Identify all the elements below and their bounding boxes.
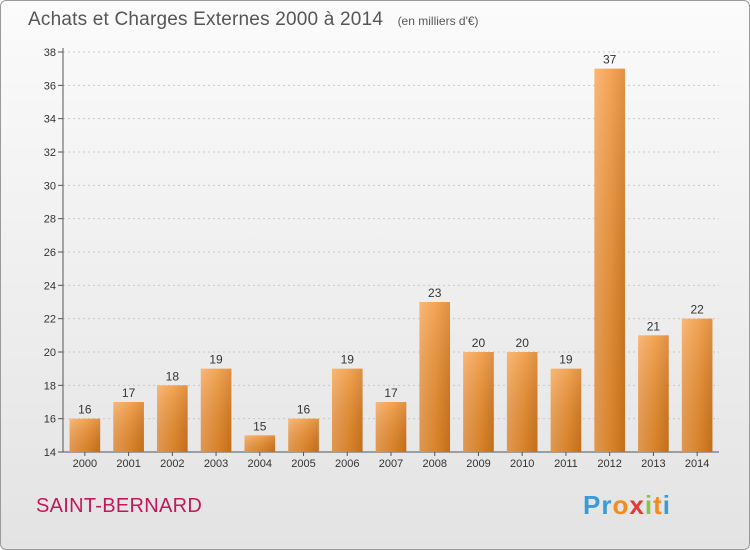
proxiti-logo: Proxiti	[583, 490, 671, 521]
bar-shade	[638, 335, 669, 452]
value-label: 18	[166, 369, 180, 383]
y-tick-label: 16	[44, 414, 56, 426]
y-tick-label: 26	[44, 247, 56, 259]
value-label: 17	[122, 386, 136, 400]
x-tick-label: 2002	[160, 458, 184, 470]
x-tick-label: 2005	[291, 458, 315, 470]
value-label: 23	[428, 286, 442, 300]
x-tick-label: 2011	[554, 458, 578, 470]
y-tick-label: 36	[44, 80, 56, 92]
value-label: 20	[472, 336, 486, 350]
bar-shade	[681, 318, 713, 452]
bar-2006	[331, 368, 363, 452]
bars	[69, 68, 713, 453]
x-tick-label: 2009	[466, 458, 490, 470]
commune-name: SAINT-BERNARD	[36, 495, 203, 517]
x-tick-label: 2010	[510, 458, 534, 470]
bar-2013	[638, 335, 669, 452]
bar-shade	[419, 302, 451, 452]
value-label: 19	[209, 353, 223, 367]
bar-shade	[550, 368, 582, 452]
value-label: 21	[647, 319, 661, 333]
logo-letter: x	[629, 490, 645, 520]
value-label: 17	[384, 386, 398, 400]
bar-2001	[113, 402, 144, 452]
bar-2009	[463, 352, 494, 452]
bar-2005	[288, 418, 319, 452]
bar-2003	[200, 368, 232, 452]
bar-2007	[375, 402, 407, 452]
bar-2000	[69, 418, 101, 452]
x-tick-label: 2013	[641, 458, 665, 470]
bar-shade	[288, 418, 319, 452]
x-tick-label: 2003	[204, 458, 228, 470]
chart-title-row: Achats et Charges Externes 2000 à 2014 (…	[28, 9, 479, 31]
labels: 14 16 18 20 22 24 26 28 30 32 34 36 38 16 2000 17 2001 18…	[44, 47, 710, 470]
bar-2014	[681, 318, 713, 452]
x-tick-label: 2004	[248, 458, 272, 470]
bar-shade	[506, 352, 538, 452]
value-label: 19	[341, 353, 355, 367]
x-tick-label: 2007	[379, 458, 403, 470]
y-tick-label: 34	[44, 114, 56, 126]
bar-shade	[375, 402, 407, 452]
value-label: 37	[603, 53, 617, 67]
x-tick-label: 2012	[597, 458, 621, 470]
logo-letter: r	[601, 490, 613, 520]
logo-letter: i	[644, 490, 654, 520]
y-tick-label: 38	[44, 47, 56, 59]
y-tick-label: 18	[44, 380, 56, 392]
value-label: 16	[297, 403, 311, 417]
logo-letter: P	[583, 490, 602, 520]
x-tick-label: 2001	[116, 458, 140, 470]
bar-2011	[550, 368, 582, 452]
bar-2004	[244, 435, 276, 452]
value-label: 15	[253, 419, 267, 433]
y-tick-label: 30	[44, 180, 56, 192]
bar-shade	[331, 368, 363, 452]
value-label: 19	[559, 353, 573, 367]
chart-title: Achats et Charges Externes 2000 à 2014	[28, 9, 384, 30]
y-tick-label: 32	[44, 147, 56, 159]
y-tick-label: 22	[44, 314, 56, 326]
bar-shade	[113, 402, 144, 452]
x-tick-label: 2008	[422, 458, 446, 470]
logo-letter: t	[653, 490, 663, 520]
bar-2008	[419, 302, 451, 452]
bar-shade	[69, 418, 101, 452]
value-label: 16	[78, 403, 92, 417]
bar-shade	[594, 68, 625, 453]
bar-shade	[463, 352, 494, 452]
x-tick-label: 2014	[685, 458, 709, 470]
bar-2012	[594, 68, 625, 453]
bar-shade	[244, 435, 276, 452]
logo-letter: i	[662, 490, 671, 520]
chart-unit: (en milliers d'€)	[397, 14, 479, 28]
y-tick-label: 28	[44, 214, 56, 226]
y-tick-label: 14	[44, 447, 56, 459]
logo-letter: o	[612, 490, 630, 520]
x-tick-label: 2000	[73, 458, 97, 470]
y-tick-label: 20	[44, 347, 56, 359]
x-tick-label: 2006	[335, 458, 359, 470]
value-label: 20	[516, 336, 530, 350]
value-label: 22	[690, 303, 704, 317]
bar-2002	[157, 385, 188, 452]
bar-2010	[506, 352, 538, 452]
y-tick-label: 24	[44, 280, 56, 292]
bar-shade	[200, 368, 232, 452]
bar-shade	[157, 385, 188, 452]
